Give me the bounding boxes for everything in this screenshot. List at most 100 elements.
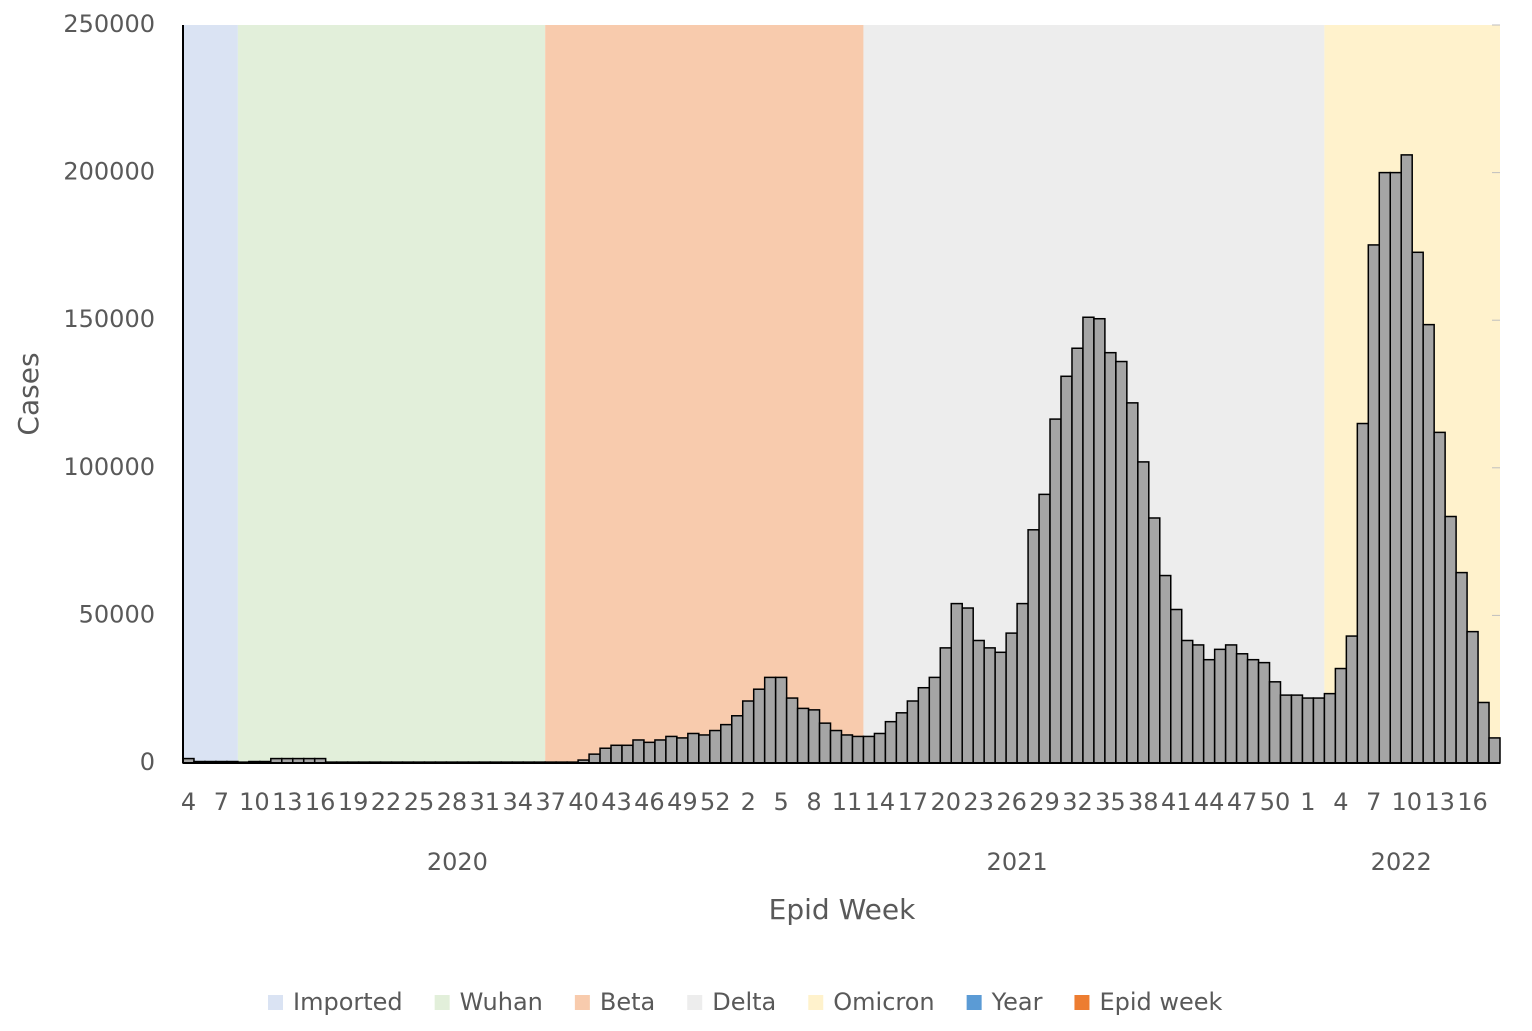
y-tick-label: 50000 [79,600,155,628]
legend-label: Omicron [833,988,934,1016]
bar [752,688,766,764]
x-tick-label: 46 [634,788,665,816]
bar [818,722,832,764]
variant-band [545,25,864,763]
bar [917,686,931,764]
y-tick-label: 250000 [63,10,155,38]
bar [1488,737,1501,764]
bar [1213,648,1227,764]
x-tick-label: 16 [1457,788,1488,816]
bar [709,729,722,764]
bar [1148,517,1161,764]
bar [1180,639,1194,764]
legend-label: Epid week [1099,988,1222,1016]
bar [1345,635,1359,764]
y-axis-label: Cases [12,352,45,435]
bar [1334,667,1348,764]
legend-label: Beta [600,988,655,1016]
bar [1257,661,1271,764]
bar [1246,658,1260,764]
bar [1126,402,1139,764]
bar [785,697,799,764]
x-tick-label: 29 [1029,788,1060,816]
x-tick-label: 19 [338,788,369,816]
bar [774,676,788,764]
x-tick-label: 13 [1424,788,1455,816]
bar [1477,701,1490,764]
bar [1422,323,1435,764]
x-tick-label: 5 [773,788,788,816]
bar [1060,375,1073,764]
bar [1071,347,1084,764]
x-tick-label: 4 [1333,788,1348,816]
x-tick-label: 20 [930,788,961,816]
bar [950,602,963,764]
bar [610,744,623,764]
bar [851,735,865,764]
bar [840,734,854,764]
bar [1224,644,1238,764]
bar [895,712,909,764]
x-axis-label: Epid Week [769,893,916,926]
bar [1005,632,1018,764]
bar [906,700,920,764]
bar [1235,653,1249,764]
bar [1137,461,1150,764]
x-tick-label: 8 [806,788,821,816]
x-tick-label: 25 [404,788,435,816]
x-tick-label: 43 [601,788,632,816]
bar [961,607,974,764]
bar [665,735,678,764]
bar [1027,529,1040,764]
x-tick-label: 13 [272,788,303,816]
bar [1268,681,1282,764]
bar [1378,171,1392,764]
bar [720,723,733,764]
x-tick-label: 1 [1300,788,1315,816]
bar [1389,171,1402,764]
x-tick-label: 4 [181,788,196,816]
bar [1104,351,1117,764]
bar [1400,154,1413,764]
x-tick-label: 50 [1260,788,1291,816]
legend-swatch [808,995,824,1010]
x-tick-label: 37 [535,788,566,816]
bar [972,639,985,764]
bar [1159,574,1172,764]
legend-label: Year [991,988,1043,1016]
x-tick-label: 10 [239,788,270,816]
bar [1290,694,1304,764]
bar [1093,317,1106,764]
year-label: 2020 [427,848,488,876]
bar [621,744,634,764]
x-tick-label: 7 [1366,788,1381,816]
x-tick-label: 40 [568,788,599,816]
bar [807,709,821,764]
x-tick-label: 17 [898,788,929,816]
bar [1367,244,1381,764]
x-tick-label: 11 [832,788,863,816]
y-tick-label: 150000 [63,305,155,333]
bar [763,676,777,764]
x-tick-label: 14 [865,788,896,816]
bar [994,651,1007,764]
bar [1411,251,1424,764]
bar [1455,571,1468,764]
x-tick-label: 7 [214,788,229,816]
bar [939,647,953,764]
bar [1170,608,1183,764]
bar [983,647,996,764]
y-tick-label: 100000 [63,453,155,481]
legend-swatch [1074,995,1090,1010]
bar [873,732,887,764]
x-tick-label: 26 [996,788,1027,816]
bar [599,747,612,764]
x-tick-label: 16 [305,788,336,816]
bar [928,676,942,764]
bar [829,729,843,764]
y-tick-label: 0 [140,748,155,776]
bar [1016,602,1029,764]
bar [741,700,755,764]
year-label: 2022 [1371,848,1432,876]
